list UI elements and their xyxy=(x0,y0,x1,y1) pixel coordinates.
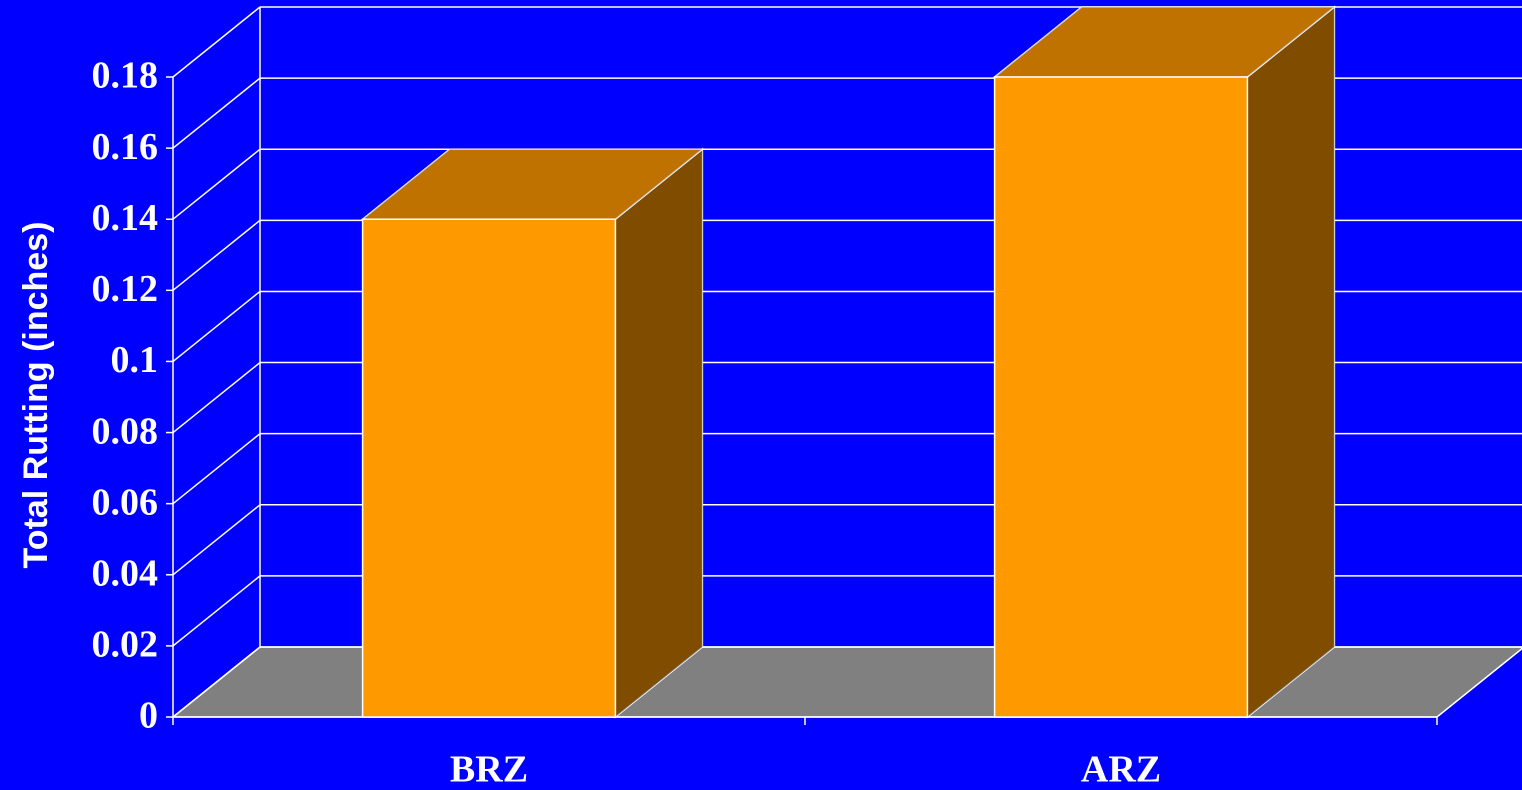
side-grid-line xyxy=(172,219,261,291)
bar-top-shade xyxy=(362,149,703,220)
y-tick-label: 0.1 xyxy=(111,339,159,381)
side-grid-line xyxy=(172,504,261,576)
side-grid-line xyxy=(172,6,261,78)
bar-top-shade xyxy=(994,7,1335,77)
side-grid-line xyxy=(172,361,261,434)
side-grid-line xyxy=(172,77,261,149)
y-tick-label: 0.12 xyxy=(92,268,159,310)
side-grid-line xyxy=(172,433,261,505)
bar xyxy=(361,218,617,718)
side-grid-line xyxy=(172,575,261,647)
y-tick-label: 0.18 xyxy=(92,55,159,97)
y-tick-label: 0.14 xyxy=(92,197,159,239)
side-grid-line xyxy=(172,646,261,718)
side-grid-line xyxy=(172,148,261,220)
bar-side-shade xyxy=(615,149,703,717)
side-grid-line xyxy=(172,290,261,363)
y-tick-label: 0.16 xyxy=(92,126,159,168)
y-tick-label: 0.04 xyxy=(92,552,159,594)
x-tick-label: ARZ xyxy=(1081,749,1161,790)
y-tick-label: 0 xyxy=(139,695,158,737)
x-tick-label: BRZ xyxy=(450,749,528,790)
bar xyxy=(993,76,1249,718)
y-tick-label: 0.02 xyxy=(92,624,159,666)
y-tick-label: 0.08 xyxy=(92,410,159,452)
bar-side-shade xyxy=(1247,7,1335,717)
y-axis-title: Total Rutting (inches) xyxy=(17,222,55,569)
y-tick-label: 0.06 xyxy=(92,481,159,523)
